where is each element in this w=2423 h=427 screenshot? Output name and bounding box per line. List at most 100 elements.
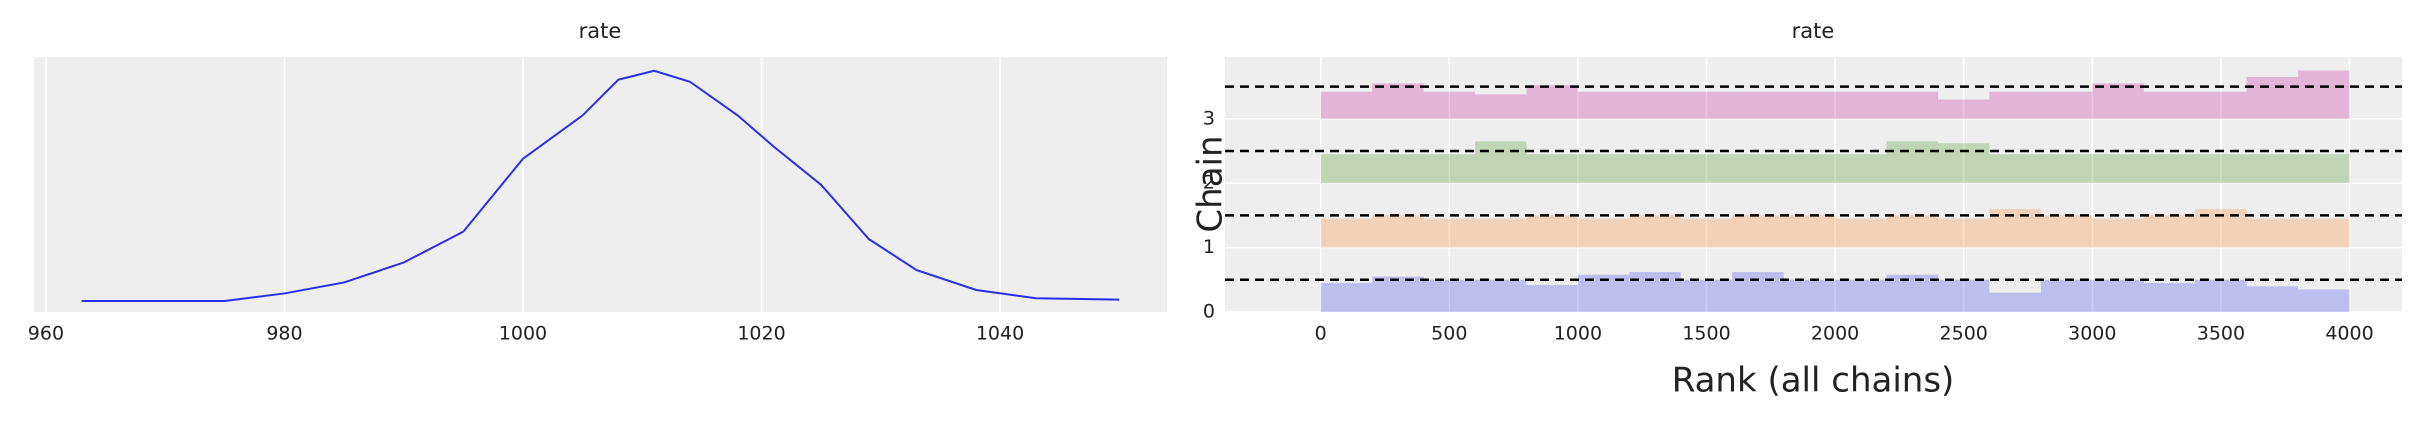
rank-bar bbox=[2246, 218, 2299, 248]
x-tick-label: 0 bbox=[1315, 323, 1327, 345]
rank-bar bbox=[1989, 154, 2041, 184]
x-tick-label: 1500 bbox=[1682, 323, 1730, 345]
x-tick-label: 1000 bbox=[499, 323, 547, 345]
rank-bar bbox=[1937, 279, 1990, 312]
rank-bar bbox=[1835, 154, 1887, 184]
rank-bar bbox=[1937, 218, 1990, 248]
x-tick-label: 2000 bbox=[1811, 323, 1859, 345]
rank-bar bbox=[1835, 279, 1887, 312]
rank-bar bbox=[1475, 279, 1527, 312]
rank-bar bbox=[1783, 91, 1836, 119]
rank-bar bbox=[1577, 218, 1630, 248]
rank-bar bbox=[2298, 154, 2350, 184]
rank-bar bbox=[1475, 218, 1527, 248]
rank-bar bbox=[1577, 91, 1630, 119]
rank-bar bbox=[2040, 279, 2093, 312]
rank-bar bbox=[1526, 85, 1578, 119]
y-tick-label: 3 bbox=[1203, 107, 1215, 129]
rank-bar bbox=[2040, 91, 2093, 119]
rank-bar bbox=[2298, 289, 2350, 312]
rank-bar bbox=[1680, 91, 1733, 119]
rank-bar bbox=[2040, 154, 2093, 184]
rank-bar bbox=[1320, 218, 1373, 248]
x-tick-label: 1000 bbox=[1554, 323, 1602, 345]
rank-bar bbox=[1423, 218, 1476, 248]
right-title: rate bbox=[1792, 19, 1835, 43]
x-tick-label: 960 bbox=[28, 323, 64, 345]
rank-bar bbox=[1629, 215, 1681, 248]
rank-bar bbox=[2298, 70, 2350, 119]
rank-bar bbox=[1629, 154, 1681, 184]
x-tick-label: 3000 bbox=[2068, 323, 2116, 345]
rank-bar bbox=[2246, 286, 2299, 312]
rank-bar bbox=[2092, 154, 2144, 184]
rank-bar bbox=[2195, 91, 2247, 119]
rank-bar bbox=[2143, 91, 2196, 119]
rank-bar bbox=[2143, 215, 2196, 248]
rank-bar bbox=[1629, 272, 1681, 312]
y-tick-label: 0 bbox=[1203, 301, 1215, 323]
rank-bar bbox=[2143, 154, 2196, 184]
rank-bar bbox=[2143, 283, 2196, 312]
rank-bar bbox=[1732, 91, 1784, 119]
rank-bar bbox=[1886, 274, 1938, 312]
x-tick-label: 1040 bbox=[976, 323, 1024, 345]
rank-bar bbox=[2092, 83, 2144, 119]
rank-bar bbox=[1835, 218, 1887, 248]
rank-bar bbox=[1989, 91, 2041, 119]
x-tick-label: 980 bbox=[266, 323, 302, 345]
rank-bar bbox=[1886, 141, 1938, 184]
rank-bar bbox=[1320, 154, 1373, 184]
rank-bar bbox=[1835, 91, 1887, 119]
x-axis-label: Rank (all chains) bbox=[1672, 361, 1955, 401]
rank-bar bbox=[1732, 215, 1784, 248]
rank-bar bbox=[2195, 154, 2247, 184]
rank-bar bbox=[1886, 91, 1938, 119]
rank-bar bbox=[1320, 91, 1373, 119]
rank-bar bbox=[1423, 91, 1476, 119]
y-tick-label: 2 bbox=[1203, 172, 1215, 194]
rank-bar bbox=[1475, 141, 1527, 184]
rank-bar bbox=[1423, 279, 1476, 312]
rank-bar bbox=[1680, 279, 1733, 312]
rank-bar bbox=[1320, 283, 1373, 312]
rank-bar bbox=[1989, 292, 2041, 312]
rank-bar bbox=[2195, 279, 2247, 312]
rank-bar bbox=[1372, 83, 1424, 119]
rank-bar bbox=[1475, 94, 1527, 119]
rank-bar bbox=[2040, 215, 2093, 248]
x-tick-label: 1020 bbox=[737, 323, 785, 345]
left-title: rate bbox=[579, 19, 622, 43]
rank-bar bbox=[1886, 215, 1938, 248]
rank-bar bbox=[2092, 279, 2144, 312]
rank-bar bbox=[1783, 215, 1836, 248]
x-tick-label: 2500 bbox=[1940, 323, 1988, 345]
rank-bar bbox=[2092, 218, 2144, 248]
y-tick-label: 1 bbox=[1203, 236, 1215, 258]
x-tick-label: 4000 bbox=[2325, 323, 2373, 345]
rank-bar bbox=[2246, 154, 2299, 184]
x-tick-label: 3500 bbox=[2197, 323, 2245, 345]
rank-bar bbox=[1526, 215, 1578, 248]
rank-bar bbox=[1783, 279, 1836, 312]
y-axis-label: Chain bbox=[1191, 135, 1231, 232]
rank-bar bbox=[1937, 143, 1990, 184]
rank-bar bbox=[1372, 276, 1424, 312]
rank-bar bbox=[1526, 284, 1578, 312]
rank-bar bbox=[1577, 154, 1630, 184]
right-axes bbox=[1225, 57, 2402, 312]
rank-bar bbox=[1732, 272, 1784, 312]
rank-bar bbox=[2298, 218, 2350, 248]
rank-bar bbox=[1372, 154, 1424, 184]
rank-bar bbox=[1937, 99, 1990, 119]
rank-bar bbox=[2246, 76, 2299, 119]
rank-bar bbox=[1732, 154, 1784, 184]
rank-bar bbox=[1526, 154, 1578, 184]
rank-bar bbox=[1680, 154, 1733, 184]
rank-bar bbox=[1783, 154, 1836, 184]
x-tick-label: 500 bbox=[1431, 323, 1467, 345]
left-axes bbox=[34, 57, 1167, 312]
kde-line bbox=[81, 69, 1120, 303]
rank-bar bbox=[1629, 91, 1681, 119]
